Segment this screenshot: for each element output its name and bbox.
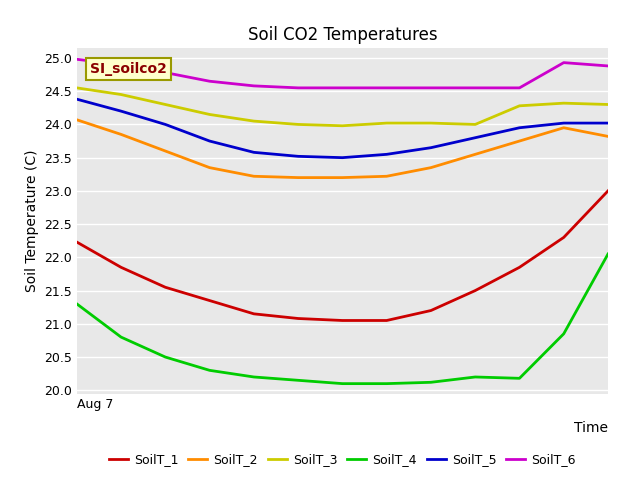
SoilT_1 [516,264,524,270]
SoilT_3 [161,102,169,108]
SoilT_1 [339,318,346,324]
SoilT_6 [427,85,435,91]
SoilT_3 [604,102,612,108]
SoilT_4 [117,334,125,340]
SoilT_4 [560,331,568,336]
SoilT_2 [604,133,612,139]
SoilT_1 [604,188,612,194]
SoilT_4 [516,375,524,381]
SoilT_1 [383,318,390,324]
SoilT_6 [250,83,258,89]
SoilT_6 [161,70,169,75]
SoilT_5 [604,120,612,126]
SoilT_4 [604,251,612,257]
SoilT_6 [383,85,390,91]
Text: SI_soilco2: SI_soilco2 [90,62,167,76]
SoilT_2 [206,165,214,170]
SoilT_6 [560,60,568,65]
SoilT_6 [294,85,302,91]
Text: Time: Time [574,421,608,435]
SoilT_4 [339,381,346,386]
SoilT_1 [294,316,302,322]
SoilT_2 [117,132,125,137]
SoilT_6 [117,62,125,68]
SoilT_4 [161,354,169,360]
SoilT_4 [427,379,435,385]
SoilT_3 [516,103,524,108]
SoilT_6 [516,85,524,91]
SoilT_2 [560,125,568,131]
SoilT_1 [161,284,169,290]
SoilT_1 [117,264,125,270]
SoilT_2 [383,173,390,179]
SoilT_5 [161,121,169,127]
SoilT_6 [339,85,346,91]
SoilT_3 [294,121,302,127]
SoilT_5 [383,152,390,157]
SoilT_1 [472,288,479,293]
SoilT_1 [560,235,568,240]
SoilT_2 [161,148,169,154]
SoilT_5 [294,154,302,159]
SoilT_5 [250,149,258,155]
SoilT_3 [560,100,568,106]
SoilT_2 [516,138,524,144]
SoilT_5 [206,138,214,144]
SoilT_5 [560,120,568,126]
SoilT_6 [73,57,81,62]
SoilT_3 [250,118,258,124]
Line: SoilT_2: SoilT_2 [77,120,608,178]
Line: SoilT_5: SoilT_5 [77,99,608,157]
SoilT_3 [206,111,214,117]
Line: SoilT_3: SoilT_3 [77,88,608,126]
SoilT_6 [604,63,612,69]
Title: Soil CO2 Temperatures: Soil CO2 Temperatures [248,25,437,44]
SoilT_2 [250,173,258,179]
SoilT_5 [73,96,81,102]
Line: SoilT_1: SoilT_1 [77,191,608,321]
SoilT_2 [339,175,346,180]
SoilT_4 [472,374,479,380]
SoilT_2 [472,152,479,157]
SoilT_4 [383,381,390,386]
SoilT_4 [294,377,302,383]
SoilT_5 [427,145,435,151]
SoilT_3 [427,120,435,126]
Line: SoilT_6: SoilT_6 [77,60,608,88]
SoilT_3 [472,121,479,127]
SoilT_2 [427,165,435,170]
SoilT_1 [206,298,214,303]
SoilT_5 [472,135,479,141]
SoilT_2 [294,175,302,180]
SoilT_5 [339,155,346,160]
Line: SoilT_4: SoilT_4 [77,254,608,384]
SoilT_5 [516,125,524,131]
SoilT_3 [383,120,390,126]
SoilT_4 [206,368,214,373]
SoilT_6 [206,78,214,84]
SoilT_6 [472,85,479,91]
Legend: SoilT_1, SoilT_2, SoilT_3, SoilT_4, SoilT_5, SoilT_6: SoilT_1, SoilT_2, SoilT_3, SoilT_4, Soil… [104,448,581,471]
SoilT_2 [73,117,81,123]
SoilT_1 [73,239,81,245]
SoilT_3 [117,92,125,97]
SoilT_4 [73,301,81,307]
Y-axis label: Soil Temperature (C): Soil Temperature (C) [24,150,38,292]
SoilT_5 [117,108,125,114]
SoilT_1 [250,311,258,317]
SoilT_3 [339,123,346,129]
SoilT_4 [250,374,258,380]
SoilT_1 [427,308,435,313]
SoilT_3 [73,85,81,91]
